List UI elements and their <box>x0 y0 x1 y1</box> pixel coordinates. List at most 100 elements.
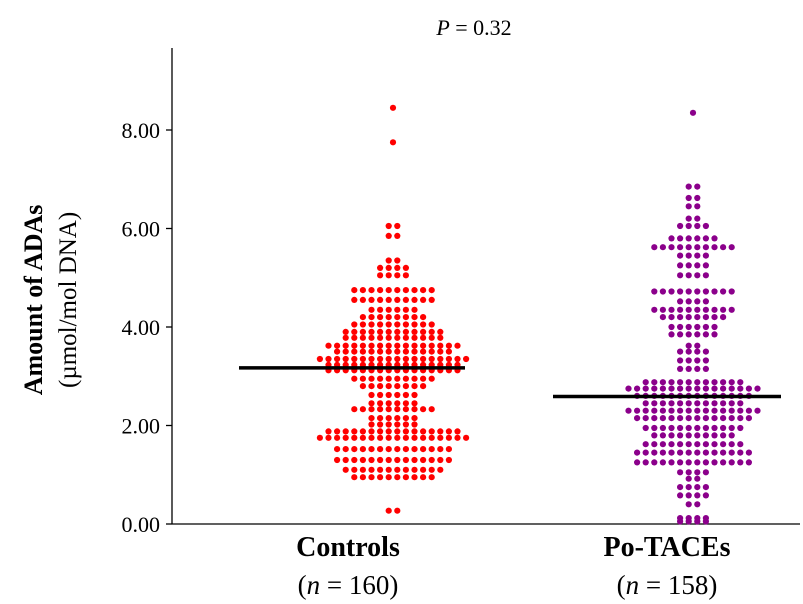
data-point <box>394 287 401 294</box>
data-point <box>659 424 667 432</box>
data-point <box>342 466 349 473</box>
data-point <box>402 355 409 363</box>
data-point <box>377 321 384 328</box>
data-point <box>651 244 658 251</box>
data-point <box>377 421 384 428</box>
data-point <box>402 400 409 407</box>
data-point <box>677 314 684 321</box>
data-point <box>402 287 409 294</box>
axes <box>171 48 800 525</box>
data-point <box>694 215 701 222</box>
data-point <box>368 306 375 313</box>
data-point <box>702 415 710 422</box>
data-point <box>651 306 658 313</box>
data-point <box>694 449 701 456</box>
data-point <box>694 194 701 202</box>
data-point <box>677 449 684 456</box>
data-point <box>634 385 641 392</box>
data-point <box>342 328 349 335</box>
data-point <box>368 428 375 435</box>
data-point <box>385 296 392 303</box>
data-point <box>385 391 392 399</box>
data-point <box>411 400 418 407</box>
data-point <box>694 365 701 372</box>
data-point <box>668 385 675 392</box>
data-point <box>342 334 349 341</box>
data-point <box>728 424 735 432</box>
data-point <box>668 449 675 456</box>
data-point <box>402 391 409 399</box>
data-point <box>720 288 727 295</box>
group-label-controls: Controls (n = 160) <box>296 532 400 600</box>
data-point <box>368 375 375 382</box>
data-point <box>677 252 684 259</box>
data-point <box>351 348 358 355</box>
data-point <box>702 449 710 456</box>
data-point <box>694 298 701 305</box>
data-point <box>402 272 409 279</box>
data-point <box>702 379 710 386</box>
data-point <box>342 446 349 453</box>
data-point <box>745 449 753 456</box>
data-point <box>711 459 718 466</box>
data-point <box>342 342 349 349</box>
data-point <box>394 355 401 363</box>
data-point <box>411 421 418 428</box>
data-point <box>411 446 418 453</box>
data-point <box>445 348 452 355</box>
data-point <box>694 379 701 386</box>
data-point <box>420 406 427 413</box>
data-point <box>702 348 710 355</box>
group-n-controls: (n = 160) <box>298 570 399 600</box>
data-point <box>711 449 718 456</box>
data-point <box>728 415 735 422</box>
data-point <box>694 484 701 491</box>
data-point <box>651 441 658 448</box>
data-point <box>385 428 392 435</box>
data-point <box>659 385 667 392</box>
data-point <box>428 348 435 355</box>
data-point <box>428 406 435 413</box>
data-point <box>737 424 744 432</box>
data-point <box>420 328 427 335</box>
data-point <box>359 466 366 473</box>
data-point <box>677 365 684 372</box>
data-point <box>385 421 392 428</box>
data-point <box>720 314 727 321</box>
data-point <box>411 296 418 303</box>
data-point <box>737 385 744 392</box>
data-point <box>642 407 649 414</box>
data-point <box>728 306 735 313</box>
data-point <box>685 306 692 313</box>
data-point <box>402 296 409 303</box>
data-point <box>651 432 658 439</box>
data-point <box>351 466 358 473</box>
data-point <box>420 287 427 294</box>
data-point <box>685 203 692 210</box>
data-point <box>377 348 384 355</box>
data-point <box>351 355 358 363</box>
data-point <box>377 466 384 473</box>
data-point <box>402 306 409 313</box>
data-point <box>659 314 667 321</box>
data-point <box>359 474 366 481</box>
data-point <box>394 328 401 335</box>
data-point <box>668 306 675 313</box>
data-point <box>711 400 718 407</box>
data-point <box>394 466 401 473</box>
data-point <box>334 434 341 441</box>
data-point <box>659 407 667 414</box>
data-point <box>668 379 675 386</box>
data-point <box>677 407 684 414</box>
data-point <box>685 215 692 222</box>
data-point <box>385 342 392 349</box>
data-point <box>685 492 692 499</box>
data-point <box>402 342 409 349</box>
data-point <box>377 391 384 399</box>
data-point <box>694 244 701 251</box>
data-point <box>720 379 727 386</box>
group-n-po-taces: (n = 158) <box>617 570 718 600</box>
data-point <box>351 287 358 294</box>
y-tick-label: 6.00 <box>122 217 161 242</box>
data-point <box>728 379 735 386</box>
